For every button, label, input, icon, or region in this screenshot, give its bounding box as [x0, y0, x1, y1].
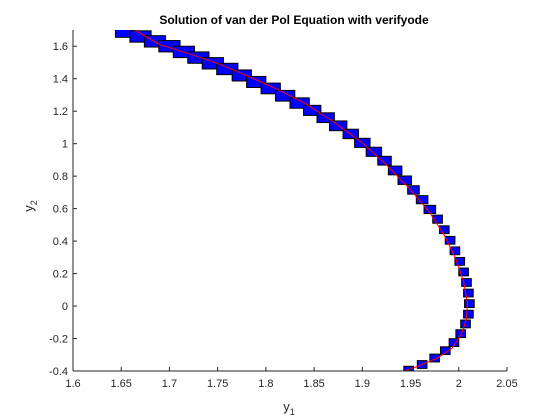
x-axis-label-subscript: 1	[290, 407, 295, 417]
axes	[72, 30, 507, 372]
enclosure-box	[397, 175, 413, 185]
y-axis-label: y2	[21, 200, 39, 212]
y-tick-label: -0.2	[49, 334, 68, 346]
enclosure-box	[246, 75, 267, 88]
chart-title: Solution of van der Pol Equation with ve…	[159, 13, 429, 27]
y-tick-label: 1.2	[53, 106, 68, 118]
x-tick-label: 1.6	[65, 378, 80, 390]
enclosure-boxes	[114, 30, 475, 371]
trajectory-line-layer	[134, 30, 468, 371]
x-axis-label: y1	[283, 399, 295, 417]
enclosure-box	[454, 256, 466, 266]
trajectory-line	[134, 30, 468, 371]
y-axis-label-subscript: 2	[29, 200, 39, 205]
enclosure-box	[460, 319, 471, 329]
y-tick-label: 1	[62, 139, 68, 151]
x-axis-ticks: 1.6 1.65 1.7 1.75 1.8 1.85 1.9 1.95 2 2.05	[65, 367, 518, 390]
enclosure-box	[216, 62, 239, 76]
plot-area	[114, 30, 475, 371]
y-tick-label: 0.2	[53, 269, 68, 281]
y-axis-ticks: -0.4 -0.2 0 0.2 0.4 0.6 0.8 1 1.2 1.4 1.6	[49, 41, 77, 378]
enclosure-box	[432, 214, 443, 224]
enclosure-box	[461, 278, 472, 287]
enclosure-box	[377, 155, 392, 166]
y-tick-label: 0.6	[53, 204, 68, 216]
enclosure-box	[387, 165, 403, 176]
enclosure-box	[365, 146, 383, 157]
enclosure-box	[303, 104, 322, 116]
y-tick-label: 1.4	[53, 74, 68, 86]
enclosure-box	[407, 185, 420, 195]
y-tick-label: 0.4	[53, 236, 68, 248]
y-tick-label: 1.6	[53, 41, 68, 53]
y-tick-label: -0.4	[49, 366, 68, 378]
enclosure-box	[403, 365, 414, 371]
x-tick-label: 1.8	[258, 378, 273, 390]
x-tick-label: 2	[456, 378, 462, 390]
enclosure-box	[449, 246, 461, 256]
enclosure-box	[455, 329, 467, 339]
x-tick-label: 1.85	[303, 378, 324, 390]
x-tick-label: 1.95	[400, 378, 421, 390]
enclosure-box	[463, 309, 474, 319]
x-tick-label: 1.7	[162, 378, 177, 390]
y-tick-label: 0.8	[53, 171, 68, 183]
enclosure-box	[429, 353, 440, 363]
enclosure-box	[448, 338, 460, 347]
enclosure-box	[260, 82, 281, 95]
enclosure-box	[458, 267, 469, 277]
enclosure-box	[438, 225, 450, 235]
enclosure-box	[444, 235, 456, 245]
x-tick-label: 1.9	[355, 378, 370, 390]
enclosure-box	[275, 89, 296, 102]
enclosure-box	[316, 112, 335, 124]
enclosure-box	[464, 299, 475, 309]
x-tick-label: 1.65	[111, 378, 132, 390]
enclosure-box	[289, 97, 310, 109]
y-axis-label-base: y	[21, 205, 36, 212]
enclosure-box	[463, 288, 474, 298]
enclosure-box	[231, 69, 252, 82]
enclosure-box	[415, 195, 429, 205]
x-tick-label: 2.05	[496, 378, 517, 390]
enclosure-box	[439, 346, 451, 356]
x-tick-label: 1.75	[207, 378, 228, 390]
y-tick-label: 0	[62, 301, 68, 313]
x-axis-label-base: y	[283, 399, 290, 414]
